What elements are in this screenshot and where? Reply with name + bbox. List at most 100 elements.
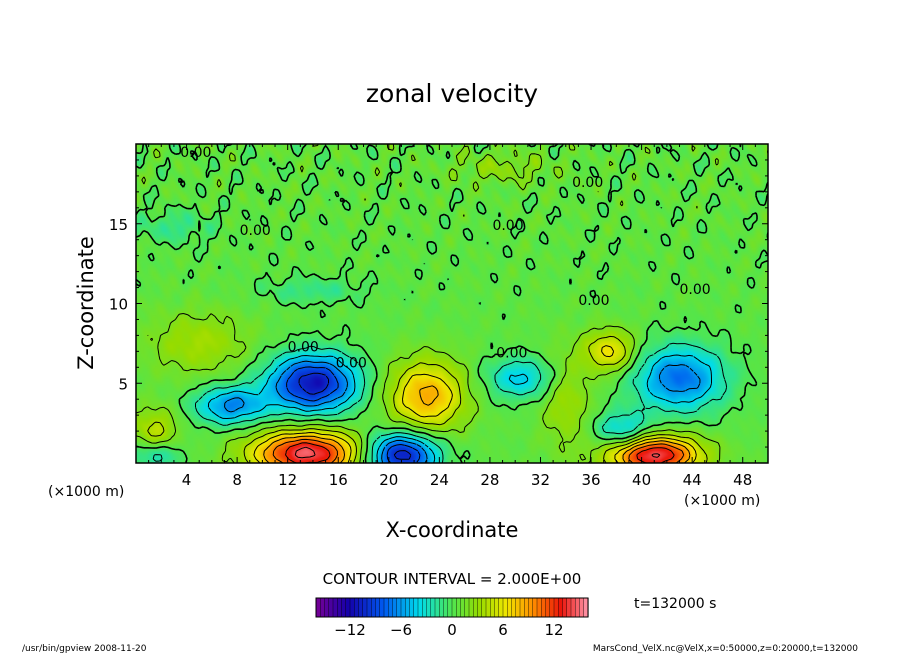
x-tick-label: 40: [632, 471, 651, 489]
colorbar-cell: [468, 597, 474, 618]
x-tick-label: 36: [581, 471, 600, 489]
colorbar-cell: [337, 597, 343, 618]
colorbar-cell: [328, 597, 334, 618]
colorbar-cells: [315, 597, 589, 618]
colorbar-tick-label: 6: [498, 621, 508, 639]
x-tick-label: 4: [182, 471, 192, 489]
colorbar-cell: [477, 597, 483, 618]
colorbar-cell: [430, 597, 436, 618]
colorbar-cell: [315, 597, 321, 618]
colorbar-cell: [383, 597, 389, 618]
colorbar-cell: [388, 597, 394, 618]
colorbar-cell: [358, 597, 364, 618]
colorbar-cell: [417, 597, 423, 618]
colorbar-cell: [566, 597, 572, 618]
colorbar-cell: [422, 597, 428, 618]
colorbar-cell: [558, 597, 564, 618]
colorbar-cell: [443, 597, 449, 618]
contour-label: 0.00: [572, 175, 603, 191]
colorbar-tick-label: 12: [544, 621, 563, 639]
colorbar-cell: [575, 597, 581, 618]
colorbar-cell: [405, 597, 411, 618]
footer-left: /usr/bin/gpview 2008-11-20: [22, 644, 147, 654]
x-tick-label: 16: [329, 471, 348, 489]
y-tick-label: 5: [118, 375, 128, 393]
colorbar-cell: [464, 597, 470, 618]
contour-level: [152, 342, 728, 463]
x-tick-label: 8: [232, 471, 242, 489]
colorbar-cell: [515, 597, 521, 618]
contour-label: 0.00: [578, 293, 609, 309]
colorbar-cell: [409, 597, 415, 618]
colorbar-cell: [396, 597, 402, 618]
colorbar-cell: [362, 597, 368, 618]
contour-label: 0.00: [336, 355, 367, 371]
contour-level: [207, 354, 712, 463]
colorbar-cell: [349, 597, 355, 618]
colorbar-cell: [451, 597, 457, 618]
contour-label: 0.00: [492, 218, 523, 234]
y-tick-label: 10: [109, 296, 128, 314]
colorbar-cell: [379, 597, 385, 618]
colorbar-cell: [354, 597, 360, 618]
y-tick-label: 15: [109, 216, 128, 234]
colorbar-cell: [366, 597, 372, 618]
contour-level: [294, 446, 661, 459]
x-tick-label: 28: [480, 471, 499, 489]
colorbar-cell: [400, 597, 406, 618]
contour-label: 0.00: [240, 223, 271, 239]
colorbar-cell: [562, 597, 568, 618]
contour-lines: [136, 144, 768, 463]
contour-level: [298, 372, 412, 460]
colorbar-cell: [481, 597, 487, 618]
contour-label: 0.00: [288, 339, 319, 355]
x-unit-label-right: (×1000 m): [684, 493, 760, 509]
x-unit-label-left: (×1000 m): [48, 484, 124, 500]
colorbar-cell: [434, 597, 440, 618]
time-label: t=132000 s: [634, 596, 716, 612]
colorbar-cell: [490, 597, 496, 618]
colorbar-cell: [375, 597, 381, 618]
colorbar-cell: [498, 597, 504, 618]
x-tick-label: 44: [683, 471, 702, 489]
colorbar-cell: [545, 597, 551, 618]
plot-area: 0.00 0.00 0.00 0.00 0.00 0.00 0.00 0.00 0.00: [135, 143, 769, 464]
colorbar-cell: [460, 597, 466, 618]
colorbar-cell: [456, 597, 462, 618]
x-tick-label: 24: [430, 471, 449, 489]
colorbar-cell: [332, 597, 338, 618]
contour-level: [263, 385, 691, 463]
contour-level: [272, 438, 685, 463]
colorbar-cell: [485, 597, 491, 618]
colorbar-cell: [528, 597, 534, 618]
colorbar-cell: [541, 597, 547, 618]
colorbar-cell: [511, 597, 517, 618]
colorbar-cell: [579, 597, 585, 618]
colorbar-frame: [315, 597, 589, 618]
contour-level: [147, 335, 708, 463]
y-axis-ticks: 5 10 15: [109, 159, 768, 448]
contour-label: 0.00: [680, 282, 711, 298]
contour-level: [136, 144, 768, 463]
y-axis-label: Z-coordinate: [74, 236, 98, 370]
colorbar-cell: [553, 597, 559, 618]
colorbar-cell: [371, 597, 377, 618]
colorbar-cell: [494, 597, 500, 618]
colorbar-cell: [439, 597, 445, 618]
colorbar-tick-label: −6: [390, 621, 412, 639]
contour-labels: 0.00 0.00 0.00 0.00 0.00 0.00 0.00 0.00 0.00: [180, 145, 710, 372]
footer-right: MarsCond_VelX.nc@VelX,x=0:50000,z=0:2000…: [593, 644, 858, 654]
colorbar-cell: [519, 597, 525, 618]
contour-level: [286, 366, 421, 463]
colorbar-cell: [392, 597, 398, 618]
x-tick-label: 12: [278, 471, 297, 489]
contour-level: [253, 345, 697, 463]
colorbar-cell: [426, 597, 432, 618]
chart-title: zonal velocity: [366, 79, 538, 108]
colorbar-cell: [536, 597, 542, 618]
colorbar-cell: [502, 597, 508, 618]
colorbar-cell: [413, 597, 419, 618]
x-axis-ticks: 4 8 12 16 20 24 28 32 36 40 44 48: [148, 144, 756, 489]
colorbar-cell: [324, 597, 330, 618]
